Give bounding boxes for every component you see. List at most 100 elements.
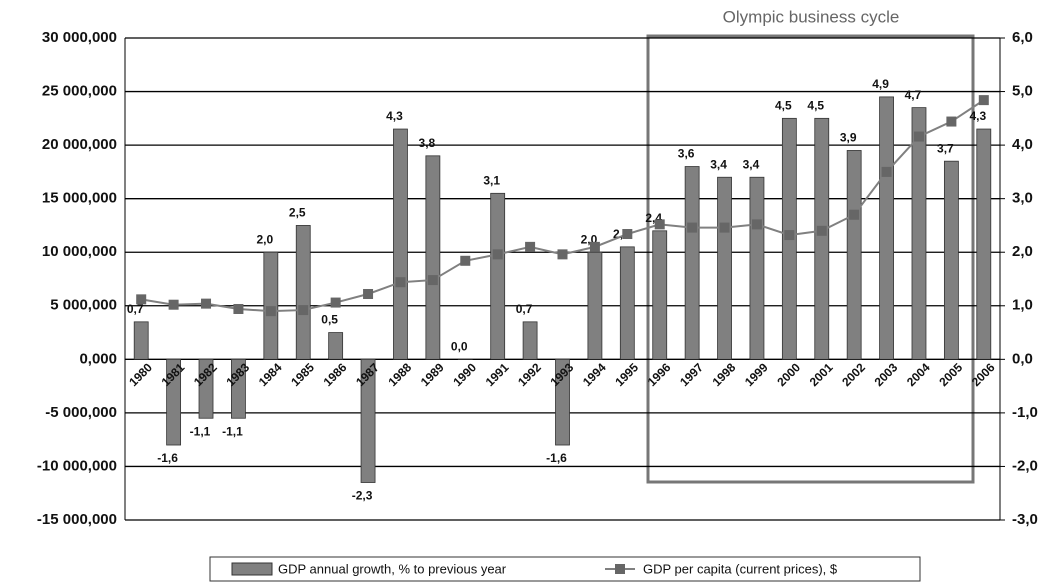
y2-tick-label: 3,0	[1012, 190, 1033, 207]
marker	[687, 222, 698, 233]
y-tick-label: 30 000,000	[42, 29, 117, 46]
bar	[976, 128, 992, 360]
y-tick-label: 0,000	[79, 350, 117, 367]
bar	[328, 332, 344, 360]
bar	[619, 246, 635, 360]
x-tick-label: 1980	[126, 360, 155, 389]
data-label: 0,7	[127, 302, 144, 316]
marker	[978, 95, 989, 106]
data-label: 3,4	[743, 157, 760, 171]
bar	[425, 155, 441, 360]
bar	[652, 230, 668, 360]
marker	[816, 225, 827, 236]
y-tick-label: -15 000,000	[37, 511, 117, 528]
y2-tick-label: 0,0	[1012, 350, 1033, 367]
data-label: 3,4	[710, 157, 727, 171]
bar	[587, 251, 603, 360]
legend-marker	[615, 564, 625, 574]
data-label: -1,6	[546, 451, 567, 465]
bar	[295, 225, 311, 360]
marker	[654, 219, 665, 230]
data-label: 2,0	[256, 232, 273, 246]
y2-tick-label: 5,0	[1012, 83, 1033, 100]
marker	[622, 229, 633, 240]
bar	[555, 358, 570, 446]
x-tick-label: 2003	[872, 360, 901, 389]
data-label: -1,1	[222, 424, 243, 438]
bar	[846, 150, 862, 360]
x-tick-label: 1999	[742, 360, 771, 389]
marker	[136, 294, 147, 305]
data-label: 2,5	[289, 206, 306, 220]
data-label: 3,6	[678, 147, 695, 161]
marker	[881, 166, 892, 177]
bar	[749, 176, 765, 360]
y-tick-label: -10 000,000	[37, 457, 117, 474]
data-label: 0,7	[516, 302, 533, 316]
marker	[492, 249, 503, 260]
marker	[589, 241, 600, 252]
olympic-box	[646, 34, 975, 484]
x-tick-label: 1998	[710, 360, 739, 389]
bar	[166, 358, 182, 446]
x-tick-label: 1990	[450, 360, 479, 389]
legend-swatch	[231, 562, 273, 576]
y-tick-label: 15 000,000	[42, 190, 117, 207]
data-label: 4,5	[807, 99, 824, 113]
y-tick-label: -5 000,000	[45, 404, 117, 421]
bar	[943, 160, 959, 360]
marker	[784, 230, 795, 241]
x-tick-label: 1992	[515, 360, 544, 389]
data-label: 3,9	[840, 131, 857, 145]
marker	[233, 303, 244, 314]
marker	[395, 277, 406, 288]
data-label: 4,7	[905, 88, 922, 102]
bar	[360, 358, 376, 483]
data-label: 3,1	[483, 173, 500, 187]
data-label: -1,1	[190, 424, 211, 438]
data-label: 3,8	[419, 136, 436, 150]
marker	[265, 306, 276, 317]
legend-label: GDP annual growth, % to previous year	[278, 561, 507, 576]
data-label: 0,0	[451, 340, 468, 354]
y-tick-label: 10 000,000	[42, 243, 117, 260]
y-tick-label: 20 000,000	[42, 136, 117, 153]
y2-tick-label: 6,0	[1012, 29, 1033, 46]
data-label: 4,3	[386, 109, 403, 123]
data-label: -1,6	[157, 451, 178, 465]
x-tick-label: 2004	[904, 360, 933, 389]
marker	[849, 209, 860, 220]
data-label: 0,5	[321, 313, 338, 327]
y2-tick-label: -2,0	[1012, 457, 1038, 474]
bar	[717, 176, 732, 360]
legend	[209, 556, 921, 582]
x-tick-label: 1995	[612, 360, 641, 389]
x-tick-label: 2001	[807, 360, 836, 389]
data-label: 4,5	[775, 99, 792, 113]
bar	[133, 321, 149, 360]
bar	[198, 358, 214, 419]
y2-tick-label: 2,0	[1012, 243, 1033, 260]
bar	[684, 166, 700, 360]
data-label: 4,3	[969, 109, 986, 123]
data-label: 3,7	[937, 141, 954, 155]
x-tick-label: 1986	[321, 360, 350, 389]
marker	[719, 222, 730, 233]
x-tick-label: 1988	[385, 360, 414, 389]
marker	[427, 275, 438, 286]
y2-tick-label: 4,0	[1012, 136, 1033, 153]
x-tick-label: 1997	[677, 360, 706, 389]
bar	[490, 192, 506, 360]
legend-label: GDP per capita (current prices), $	[643, 561, 838, 576]
marker	[298, 305, 309, 316]
bar	[879, 96, 894, 360]
marker	[525, 241, 536, 252]
bar	[231, 358, 246, 419]
x-tick-label: 1991	[483, 360, 512, 389]
marker	[751, 219, 762, 230]
x-tick-label: 2005	[936, 360, 965, 389]
marker	[201, 298, 212, 309]
x-tick-label: 1984	[256, 360, 285, 389]
marker	[168, 299, 179, 310]
